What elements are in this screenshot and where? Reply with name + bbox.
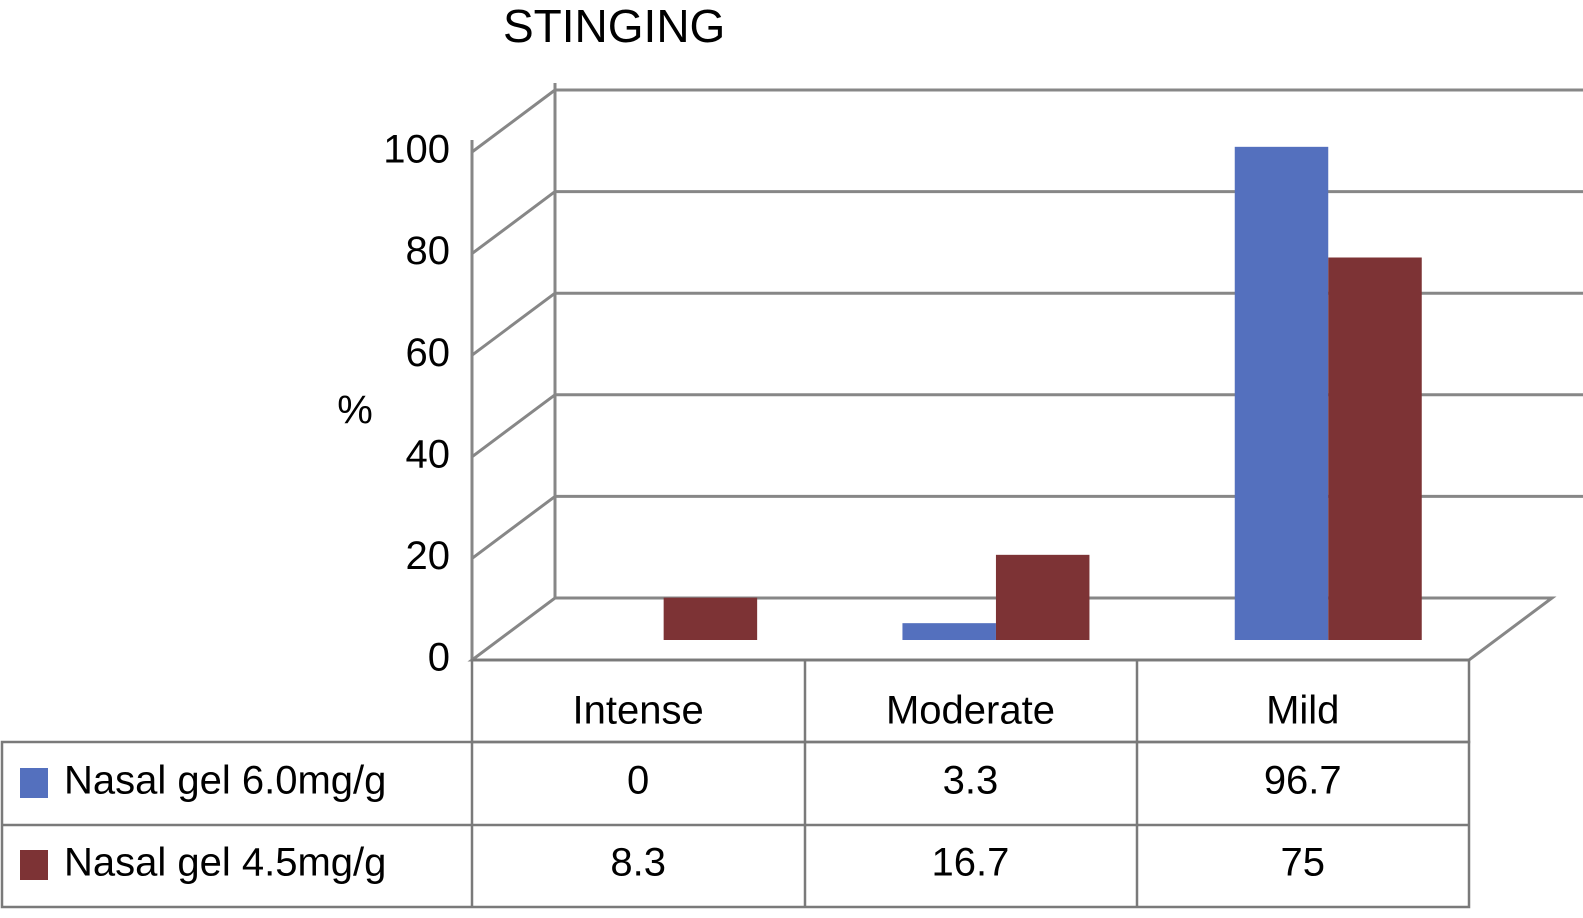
table-value: 96.7 [1264, 759, 1342, 803]
bar [902, 623, 996, 640]
x-tick-label: Intense [573, 689, 704, 733]
legend-label: Nasal gel 4.5mg/g [64, 841, 386, 885]
grid-line [471, 88, 556, 154]
legend-swatch [20, 768, 48, 798]
table-value: 3.3 [943, 759, 999, 803]
legend-swatch [20, 850, 48, 880]
bar [663, 597, 758, 640]
bar [1328, 257, 1422, 640]
y-tick-label: 20 [406, 534, 451, 578]
table-value: 75 [1281, 841, 1326, 885]
x-tick-label: Moderate [886, 689, 1055, 733]
data-table [0, 658, 1471, 909]
grid-line [471, 495, 556, 560]
y-tick-label: 40 [406, 432, 451, 476]
chart-title: STINGING [503, 0, 725, 52]
bar [995, 554, 1090, 640]
table-value: 16.7 [932, 841, 1010, 885]
y-tick-label: 0 [428, 636, 450, 680]
table-value: 8.3 [610, 841, 666, 885]
legend-label: Nasal gel 6.0mg/g [64, 759, 386, 803]
bar [1234, 146, 1329, 640]
x-tick-label: Mild [1266, 689, 1339, 733]
grid-line [471, 291, 556, 357]
y-axis-label: % [337, 389, 373, 433]
table-value: 0 [627, 759, 649, 803]
y-tick-label: 100 [383, 128, 450, 172]
grid-line [471, 190, 556, 255]
grid-line [471, 393, 556, 459]
y-tick-label: 60 [406, 331, 451, 375]
y-tick-label: 80 [406, 229, 451, 273]
